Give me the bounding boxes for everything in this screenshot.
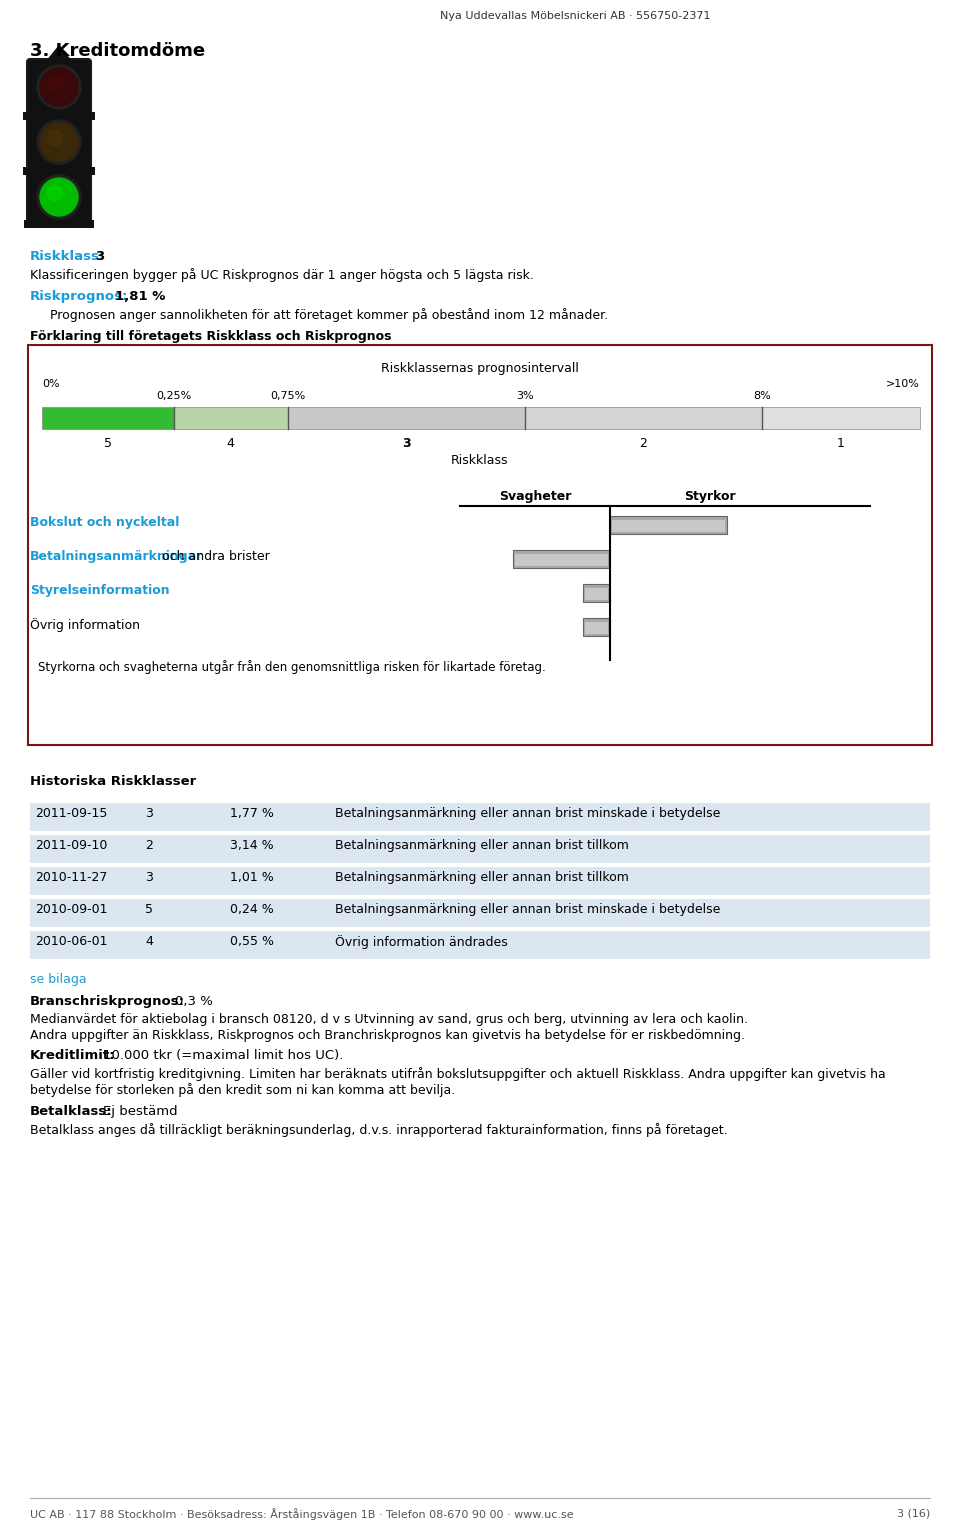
Text: 4: 4 xyxy=(145,935,153,949)
Text: Riskklass:: Riskklass: xyxy=(30,249,106,263)
Text: 3. Kreditomdöme: 3. Kreditomdöme xyxy=(30,41,205,60)
Text: Betalningsanmärkning eller annan brist minskade i betydelse: Betalningsanmärkning eller annan brist m… xyxy=(335,903,720,916)
Bar xyxy=(583,584,610,601)
Text: Bokslut och nyckeltal: Bokslut och nyckeltal xyxy=(30,516,180,529)
Text: 0,25%: 0,25% xyxy=(156,392,191,401)
Circle shape xyxy=(40,177,78,216)
Text: 2: 2 xyxy=(639,438,647,450)
Text: Historiska Riskklasser: Historiska Riskklasser xyxy=(30,776,196,788)
Circle shape xyxy=(40,122,78,161)
Bar xyxy=(30,900,930,927)
Text: Riskprognos:: Riskprognos: xyxy=(30,291,129,303)
Bar xyxy=(612,520,725,532)
Text: Prognosen anger sannolikheten för att företaget kommer på obestånd inom 12 månad: Prognosen anger sannolikheten för att fö… xyxy=(50,308,608,321)
Bar xyxy=(610,516,727,534)
Text: 2011-09-15: 2011-09-15 xyxy=(35,806,108,820)
Text: 1: 1 xyxy=(837,438,845,450)
Text: 3,14 %: 3,14 % xyxy=(230,838,274,852)
Text: Betalningsanmärkning eller annan brist tillkom: Betalningsanmärkning eller annan brist t… xyxy=(335,871,629,884)
Polygon shape xyxy=(46,46,72,63)
Text: 0,75%: 0,75% xyxy=(270,392,305,401)
Text: 3: 3 xyxy=(145,871,153,884)
Text: Andra uppgifter än Riskklass, Riskprognos och Branchriskprognos kan givetvis ha : Andra uppgifter än Riskklass, Riskprogno… xyxy=(30,1030,745,1042)
Text: 2011-09-10: 2011-09-10 xyxy=(35,838,108,852)
Circle shape xyxy=(40,67,78,106)
Text: Gäller vid kortfristig kreditgivning. Limiten har beräknats utifrån bokslutsuppg: Gäller vid kortfristig kreditgivning. Li… xyxy=(30,1066,886,1082)
Circle shape xyxy=(37,119,81,164)
Text: 2010-09-01: 2010-09-01 xyxy=(35,903,108,916)
Text: se bilaga: se bilaga xyxy=(30,973,86,985)
Bar xyxy=(762,407,920,428)
Bar xyxy=(30,803,930,831)
Text: 1,01 %: 1,01 % xyxy=(230,871,274,884)
Text: 0,55 %: 0,55 % xyxy=(230,935,274,949)
Text: 3: 3 xyxy=(145,806,153,820)
Text: 2010-11-27: 2010-11-27 xyxy=(35,871,108,884)
Text: 0,24 %: 0,24 % xyxy=(230,903,274,916)
Bar xyxy=(42,407,174,428)
Bar xyxy=(24,220,94,228)
Circle shape xyxy=(47,130,62,145)
Bar xyxy=(23,167,95,174)
Circle shape xyxy=(47,185,62,200)
Text: betydelse för storleken på den kredit som ni kan komma att bevilja.: betydelse för storleken på den kredit so… xyxy=(30,1083,455,1097)
Text: Styrkor: Styrkor xyxy=(684,490,735,503)
Text: 0,3 %: 0,3 % xyxy=(175,994,213,1008)
Bar xyxy=(28,344,932,745)
Bar xyxy=(585,588,608,600)
Text: 3: 3 xyxy=(95,249,105,263)
Text: UC AB · 117 88 Stockholm · Besöksadress: Årståingsvägen 1B · Telefon 08-670 90 0: UC AB · 117 88 Stockholm · Besöksadress:… xyxy=(30,1509,574,1519)
Circle shape xyxy=(37,64,81,109)
Text: 4: 4 xyxy=(227,438,234,450)
Bar xyxy=(174,407,288,428)
Bar xyxy=(30,930,930,959)
Text: 5: 5 xyxy=(104,438,112,450)
Text: Ej bestämd: Ej bestämd xyxy=(103,1105,178,1118)
Text: och andra brister: och andra brister xyxy=(157,549,270,563)
Circle shape xyxy=(37,174,81,219)
Bar xyxy=(30,868,930,895)
Text: 1,81 %: 1,81 % xyxy=(115,291,165,303)
Text: Nya Uddevallas Möbelsnickeri AB · 556750-2371: Nya Uddevallas Möbelsnickeri AB · 556750… xyxy=(440,11,710,21)
Text: Medianvärdet för aktiebolag i bransch 08120, d v s Utvinning av sand, grus och b: Medianvärdet för aktiebolag i bransch 08… xyxy=(30,1013,748,1027)
Text: Riskklass: Riskklass xyxy=(451,454,509,467)
Text: 0%: 0% xyxy=(42,379,60,389)
Bar xyxy=(23,112,95,119)
Bar xyxy=(515,554,608,566)
Text: Riskklassernas prognosintervall: Riskklassernas prognosintervall xyxy=(381,363,579,375)
Text: Kreditlimit:: Kreditlimit: xyxy=(30,1050,115,1062)
Bar xyxy=(525,407,762,428)
Text: Styrelseinformation: Styrelseinformation xyxy=(30,584,170,597)
Text: 2010-06-01: 2010-06-01 xyxy=(35,935,108,949)
Text: Klassificeringen bygger på UC Riskprognos där 1 anger högsta och 5 lägsta risk.: Klassificeringen bygger på UC Riskprogno… xyxy=(30,268,534,282)
Text: 3: 3 xyxy=(402,438,411,450)
Text: 3 (16): 3 (16) xyxy=(897,1509,930,1518)
Text: Betalningsanmärkning eller annan brist minskade i betydelse: Betalningsanmärkning eller annan brist m… xyxy=(335,806,720,820)
Text: 1,77 %: 1,77 % xyxy=(230,806,274,820)
FancyBboxPatch shape xyxy=(27,60,91,225)
Text: Betalningsanmärkning eller annan brist tillkom: Betalningsanmärkning eller annan brist t… xyxy=(335,838,629,852)
Bar xyxy=(585,623,608,633)
Text: 3%: 3% xyxy=(516,392,534,401)
Text: Betalningsanmärkningar: Betalningsanmärkningar xyxy=(30,549,204,563)
Text: Övrig information ändrades: Övrig information ändrades xyxy=(335,935,508,949)
Text: >10%: >10% xyxy=(886,379,920,389)
Text: Branschriskprognos:: Branschriskprognos: xyxy=(30,994,185,1008)
Text: Förklaring till företagets Riskklass och Riskprognos: Förklaring till företagets Riskklass och… xyxy=(30,330,392,343)
Text: Svagheter: Svagheter xyxy=(499,490,571,503)
Text: Betalklass:: Betalklass: xyxy=(30,1105,112,1118)
Text: 5: 5 xyxy=(145,903,153,916)
Text: 2: 2 xyxy=(145,838,153,852)
Bar xyxy=(30,835,930,863)
Text: 8%: 8% xyxy=(753,392,771,401)
Text: Styrkorna och svagheterna utgår från den genomsnittliga risken för likartade för: Styrkorna och svagheterna utgår från den… xyxy=(38,659,545,675)
Text: Betalklass anges då tillräckligt beräkningsunderlag, d.v.s. inrapporterad faktur: Betalklass anges då tillräckligt beräkni… xyxy=(30,1123,728,1137)
Bar xyxy=(513,549,610,568)
Circle shape xyxy=(47,75,62,90)
Text: 10.000 tkr (=maximal limit hos UC).: 10.000 tkr (=maximal limit hos UC). xyxy=(103,1050,344,1062)
Text: Övrig information: Övrig information xyxy=(30,618,140,632)
Bar xyxy=(583,618,610,636)
Bar xyxy=(288,407,525,428)
